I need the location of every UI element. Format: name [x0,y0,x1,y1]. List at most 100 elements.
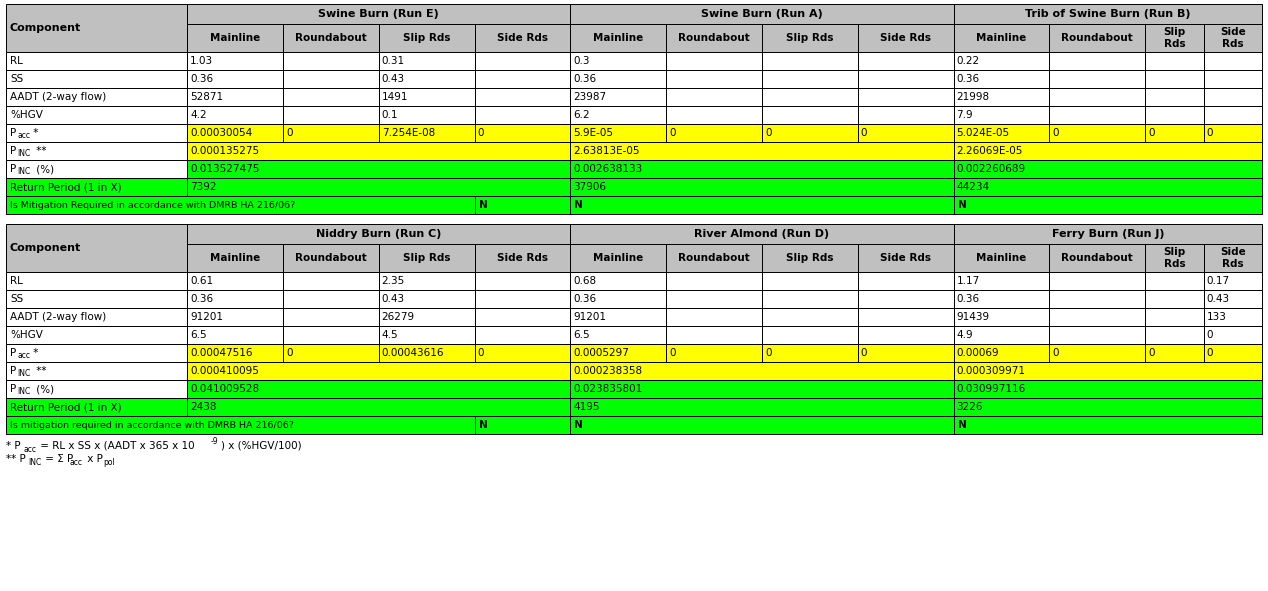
Bar [954,178,1262,196]
Bar [571,326,666,344]
Text: AADT (2-way flow): AADT (2-way flow) [10,312,107,322]
Text: = Σ P: = Σ P [42,454,74,464]
Bar [1145,124,1203,142]
Bar [188,244,283,272]
Text: Ferry Burn (Run J): Ferry Burn (Run J) [1051,229,1164,239]
Bar [1145,88,1203,106]
Text: 0: 0 [478,128,484,138]
Bar [1203,70,1262,88]
Text: acc: acc [23,445,36,454]
Text: 0.1: 0.1 [382,110,398,120]
Text: 2.63813E-05: 2.63813E-05 [573,146,640,156]
Text: 0: 0 [670,348,676,358]
Bar [571,124,666,142]
Bar [954,272,1050,290]
Bar [571,224,954,244]
Bar [1203,106,1262,124]
Text: N: N [478,200,487,210]
Bar [188,178,571,196]
Bar [379,290,474,308]
Text: Side
Rds: Side Rds [1220,247,1245,269]
Bar [954,4,1262,24]
Text: %HGV: %HGV [10,330,43,340]
Text: INC: INC [16,388,30,397]
Text: 0.000135275: 0.000135275 [190,146,259,156]
Bar [188,4,571,24]
Text: INC: INC [28,458,42,467]
Text: *: * [30,128,38,138]
Bar [6,380,188,398]
Bar [954,70,1050,88]
Text: 7392: 7392 [190,182,217,192]
Text: 0.22: 0.22 [956,56,980,66]
Text: Return Period (1 in X): Return Period (1 in X) [10,402,122,412]
Text: Component: Component [10,23,81,33]
Text: * P: * P [6,441,20,451]
Bar [188,88,283,106]
Text: N: N [957,200,966,210]
Bar [954,344,1050,362]
Bar [954,124,1050,142]
Bar [379,272,474,290]
Text: INC: INC [16,167,30,177]
Bar [857,70,954,88]
Text: 91201: 91201 [573,312,606,322]
Bar [1145,106,1203,124]
Text: 0.36: 0.36 [956,74,980,84]
Bar [379,124,474,142]
Text: 0.43: 0.43 [1207,294,1230,304]
Bar [6,344,188,362]
Text: 0.000309971: 0.000309971 [956,366,1026,376]
Text: P: P [10,384,16,394]
Text: P: P [10,164,16,174]
Bar [188,70,283,88]
Text: **: ** [33,146,47,156]
Bar [6,398,188,416]
Text: P: P [10,348,16,358]
Bar [474,290,571,308]
Bar [954,24,1050,52]
Text: 0.43: 0.43 [382,74,404,84]
Bar [474,416,571,434]
Bar [6,160,188,178]
Text: 2438: 2438 [190,402,217,412]
Text: 3226: 3226 [956,402,983,412]
Text: Mainline: Mainline [210,253,260,263]
Text: 0.013527475: 0.013527475 [190,164,260,174]
Bar [379,106,474,124]
Bar [379,244,474,272]
Bar [1203,326,1262,344]
Text: Component: Component [10,243,81,253]
Bar [571,416,954,434]
Bar [283,124,379,142]
Bar [188,106,283,124]
Bar [1145,70,1203,88]
Bar [571,24,666,52]
Text: P: P [10,146,16,156]
Text: Slip Rds: Slip Rds [403,33,450,43]
Text: AADT (2-way flow): AADT (2-way flow) [10,92,107,102]
Bar [954,290,1050,308]
Text: acc: acc [16,352,30,361]
Bar [6,106,188,124]
Text: Mainline: Mainline [593,253,643,263]
Bar [283,290,379,308]
Text: Slip Rds: Slip Rds [403,253,450,263]
Text: 0: 0 [765,348,771,358]
Text: -9: -9 [210,437,218,446]
Bar [283,244,379,272]
Text: 0: 0 [285,128,293,138]
Text: Swine Burn (Run E): Swine Burn (Run E) [318,9,439,19]
Bar [283,308,379,326]
Text: Side Rds: Side Rds [497,33,548,43]
Text: River Almond (Run D): River Almond (Run D) [695,229,829,239]
Bar [1050,106,1145,124]
Bar [666,344,762,362]
Text: 5.024E-05: 5.024E-05 [956,128,1009,138]
Bar [474,70,571,88]
Text: 0: 0 [1148,128,1155,138]
Bar [666,70,762,88]
Bar [666,326,762,344]
Bar [857,272,954,290]
Text: 0.3: 0.3 [573,56,590,66]
